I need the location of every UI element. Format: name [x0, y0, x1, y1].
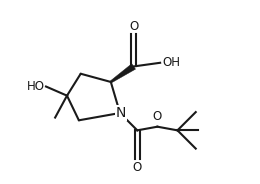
Polygon shape — [110, 64, 135, 83]
Text: O: O — [133, 161, 142, 174]
Text: O: O — [153, 110, 162, 123]
Text: HO: HO — [27, 80, 44, 93]
Text: OH: OH — [162, 56, 180, 69]
Text: O: O — [129, 20, 138, 33]
Text: N: N — [116, 106, 126, 120]
